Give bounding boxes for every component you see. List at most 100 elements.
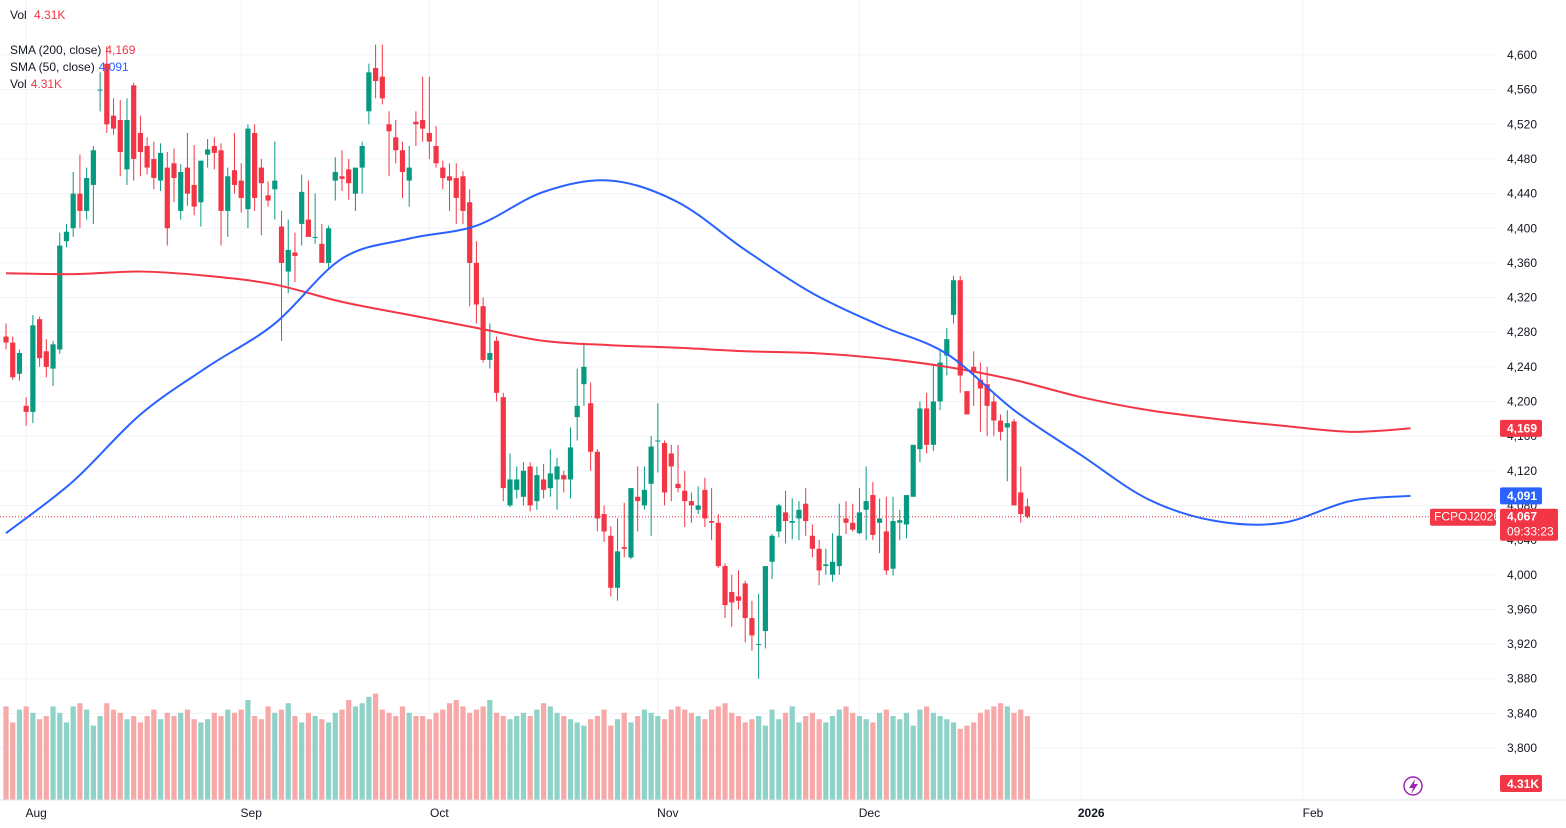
candle-body (877, 518, 883, 523)
price-tick-label: 4,560 (1507, 83, 1537, 97)
volume-bar (850, 712, 856, 800)
volume-bar (977, 712, 983, 800)
volume-bar (621, 712, 627, 800)
volume-bar (231, 712, 238, 800)
price-tick-label: 3,840 (1507, 706, 1537, 720)
volume-bar (184, 709, 191, 800)
countdown-tag: 09:33:23 (1507, 525, 1554, 539)
candle-body (325, 228, 332, 263)
candle-body (997, 420, 1004, 432)
volume-bar (386, 712, 392, 800)
volume-bar (964, 725, 970, 800)
candle-body (836, 535, 842, 567)
legend-vol[interactable]: Vol 4.31K (10, 76, 135, 93)
volume-bar (57, 712, 63, 800)
candle-body (547, 473, 553, 489)
candle-body (218, 150, 224, 211)
candle-body (971, 366, 977, 372)
candle-body (339, 176, 345, 179)
candle-body (856, 512, 863, 534)
volume-bar (957, 728, 963, 800)
candle-body (803, 503, 809, 522)
sma200-line (5, 270, 1411, 433)
top-vol-indicator[interactable]: Vol 4.31K (10, 8, 65, 22)
candle-body (950, 280, 957, 315)
candle-body (184, 167, 191, 194)
volume-bar (84, 709, 90, 800)
price-axis[interactable]: 4,600 4,560 4,520 4,480 4,440 4,400 4,360 4,320… (1507, 48, 1537, 755)
candle-body (77, 193, 83, 211)
candle-body (776, 505, 782, 532)
candle-body (379, 76, 385, 99)
candle-body (991, 401, 997, 421)
volume-bar (359, 703, 365, 800)
volume-bar (191, 719, 197, 800)
legend-sma50[interactable]: SMA (50, close) 4,091 (10, 59, 135, 76)
time-axis[interactable]: Aug Sep Oct Nov Dec 2026 Feb (25, 806, 1323, 820)
volume-bars (3, 693, 1031, 800)
lightning-icon[interactable] (1403, 776, 1423, 796)
volume-bar (413, 716, 419, 800)
candle-body (688, 501, 695, 506)
volume-bar (890, 716, 896, 800)
volume-bar (97, 716, 103, 800)
candle-body (238, 180, 244, 198)
volume-bar (433, 712, 439, 800)
volume-bar (225, 709, 231, 800)
volume-bar (823, 722, 829, 800)
volume-bar (339, 709, 345, 800)
price-tick-label: 3,920 (1507, 637, 1537, 651)
volume-bar (211, 712, 217, 800)
volume-bar (917, 709, 923, 800)
volume-bar (997, 703, 1004, 800)
candle-body (406, 167, 412, 181)
volume-bar (43, 716, 49, 800)
volume-bar (735, 716, 742, 800)
candle-body (413, 121, 419, 125)
volume-bar (675, 706, 681, 800)
volume-bar (709, 709, 715, 800)
candle-body (117, 119, 123, 153)
legend-sma200[interactable]: SMA (200, close) 4,169 (10, 42, 135, 59)
indicator-legend: SMA (200, close) 4,169 SMA (50, close) 4,0… (10, 42, 135, 93)
volume-bar (426, 719, 432, 800)
volume-bar (1011, 712, 1017, 800)
price-tick-label: 3,880 (1507, 672, 1537, 686)
candle-body (729, 592, 735, 603)
candle-body (473, 262, 479, 305)
candlesticks (3, 44, 1031, 679)
candle-body (178, 171, 184, 211)
volume-bar (870, 722, 876, 800)
volume-bar (278, 709, 285, 800)
candle-body (346, 169, 352, 184)
volume-bar (366, 696, 372, 800)
time-tick-label: Aug (25, 806, 46, 820)
candle-body (386, 124, 392, 132)
volume-bar (319, 719, 325, 800)
candle-body (635, 496, 641, 502)
top-vol-label: Vol (10, 8, 27, 22)
price-tick-label: 3,800 (1507, 741, 1537, 755)
volume-bar (944, 719, 950, 800)
candle-body (507, 479, 513, 506)
candle-body (541, 479, 547, 490)
candle-body (782, 512, 789, 522)
candle-body (554, 466, 560, 480)
grid-lines (0, 0, 1497, 800)
top-vol-value: 4.31K (34, 8, 66, 22)
volume-tag-bg (1500, 775, 1542, 792)
candle-body (957, 280, 963, 376)
volume-bar (930, 712, 936, 800)
candle-body (352, 167, 359, 194)
candle-body (440, 167, 446, 179)
candle-body (843, 518, 849, 523)
candle-body (937, 362, 943, 402)
candle-body (702, 489, 708, 519)
candle-body (769, 535, 775, 562)
volume-bar (984, 709, 990, 800)
volume-bar (252, 716, 258, 800)
candle-body (157, 152, 164, 181)
volume-bar (776, 719, 782, 800)
volume-bar (641, 709, 647, 800)
